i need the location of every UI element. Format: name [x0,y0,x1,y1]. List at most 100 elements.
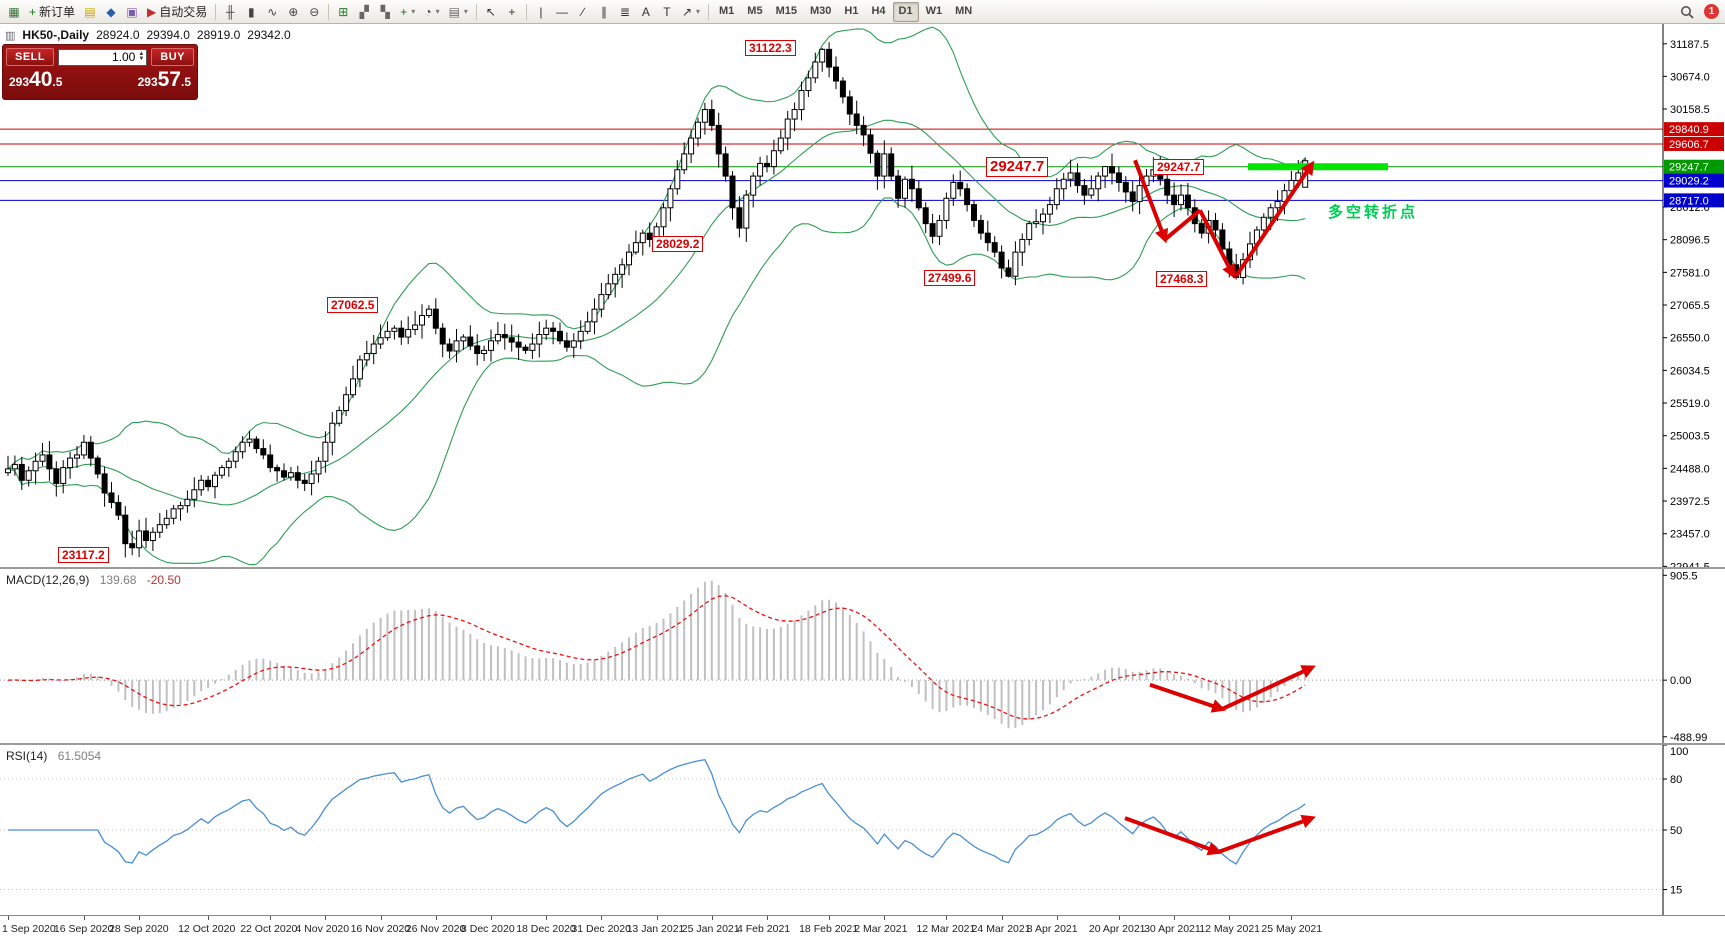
svg-text:29606.7: 29606.7 [1669,139,1709,151]
time-tick [325,916,327,920]
time-axis-label: 8 Dec 2020 [461,923,515,935]
text-button[interactable]: A [636,2,656,22]
time-axis-label: 25 May 2021 [1261,923,1323,935]
cascade-windows-button[interactable]: ▚ [375,2,395,22]
sell-price[interactable]: 29340.5 [9,68,62,92]
price-tag: 29247.7 [1664,159,1724,174]
channel-icon: ∥ [600,4,607,19]
svg-text:29840.9: 29840.9 [1669,124,1709,136]
ohlc-low: 28919.0 [196,28,241,42]
time-tick [546,916,548,920]
time-tick [1291,916,1293,920]
navigator-button[interactable]: ◆ [101,2,121,22]
vertical-line-icon: | [539,4,543,19]
time-axis-label: 12 Oct 2020 [178,923,236,935]
vertical-line-button[interactable]: | [531,2,551,22]
notification-badge[interactable]: 1 [1704,4,1719,19]
macd-axis-label: 905.5 [1670,570,1698,582]
time-tick [884,916,886,920]
crosshair-button[interactable]: + [502,2,522,22]
buy-button[interactable]: BUY [151,48,194,66]
autotrading-button[interactable]: ▶ 自动交易 [143,2,211,22]
y-axis-label: 22941.5 [1670,561,1710,569]
time-axis-label: 16 Sep 2020 [53,923,114,935]
new-order-button[interactable]: + 新订单 [25,2,79,22]
time-axis-label: 30 Apr 2021 [1144,923,1201,935]
text-label-button[interactable]: T [657,2,677,22]
market-watch-icon: ▤ [84,4,96,19]
panel-splitter[interactable] [0,567,1725,569]
time-tick [711,916,713,920]
trendline-button[interactable]: ∕ [573,2,593,22]
macd-signal-line [7,595,1306,720]
sell-button[interactable]: SELL [6,48,55,66]
timeframe-d1-button[interactable]: D1 [892,1,919,22]
timeframe-m5-button[interactable]: M5 [747,5,763,17]
bar-chart-icon: ╫ [226,4,235,19]
indicators-button[interactable]: + ▾ [396,2,419,22]
y-axis-label: 26034.5 [1670,365,1710,377]
toolbar-separator [328,3,330,20]
horizontal-line-button[interactable]: — [552,2,572,22]
horizontal-price-lines[interactable] [0,128,1663,201]
price-digits: 40 [29,68,53,91]
price-tag: 28717.0 [1664,193,1724,208]
zoom-out-icon: ⊖ [309,4,320,19]
tile-windows-button[interactable]: ⊞ [333,2,353,22]
volume-stepper-icon[interactable]: ▲ ▼ [138,51,145,62]
y-axis-label: 24488.0 [1670,463,1710,475]
zoom-in-button[interactable]: ⊕ [283,2,303,22]
toolbar-separator [708,3,710,20]
buy-price[interactable]: 29357.5 [138,68,191,92]
periods-button[interactable]: ◔ ▾ [420,2,443,22]
time-axis[interactable]: 1 Sep 2020 16 Sep 2020 28 Sep 2020 12 Oct 2… [0,915,1725,949]
cursor-button[interactable]: ↖ [481,2,501,22]
arrows-tool-button[interactable]: ↗ ▾ [678,2,704,22]
candlestick-chart-icon: ▮ [247,4,255,19]
market-watch-button[interactable]: ▤ [80,2,100,22]
chart-area[interactable]: 31187.5 30674.0 30158.5 28612.0 28096.5 27581… [0,24,1725,949]
timeframe-m30-button[interactable]: M30 [809,5,832,17]
chart-mini-icon: ▥ [5,29,16,42]
templates-button[interactable]: ▤ ▾ [445,2,472,22]
symbol-name: HK50-,Daily [22,28,90,42]
new-order-icon: + [29,4,37,19]
timeframe-w1-button[interactable]: W1 [925,5,943,17]
toolbar-separator [525,3,527,20]
timeframe-h1-button[interactable]: H1 [844,5,859,17]
time-tick [601,916,603,920]
macd-indicator-panel[interactable]: 905.5 0.00 -488.99 [0,569,1725,745]
time-tick [435,916,437,920]
rsi-axis-label: 50 [1670,825,1682,837]
price-tag: 29606.7 [1664,136,1724,151]
y-axis-label: 30158.5 [1670,104,1710,116]
time-tick [1056,916,1058,920]
svg-text:29247.7: 29247.7 [1669,162,1709,174]
zoom-out-button[interactable]: ⊖ [304,2,324,22]
timeframe-h4-button[interactable]: H4 [871,5,886,17]
y-axis-label: 23972.5 [1670,496,1710,508]
candlestick-chart-button[interactable]: ▮ [241,2,261,22]
search-button[interactable] [1676,2,1698,22]
price-tag: 29840.9 [1664,122,1724,137]
fibonacci-button[interactable]: ≣ [615,2,635,22]
navigator-icon: ◆ [106,4,116,19]
line-chart-button[interactable]: ∿ [262,2,282,22]
timeframe-m15-button[interactable]: M15 [775,5,797,17]
panel-splitter[interactable] [0,743,1725,745]
bar-chart-button[interactable]: ╫ [220,2,240,22]
volume-input[interactable]: 1.00 ▲ ▼ [58,48,148,66]
main-price-chart[interactable]: 31187.530674.030158.528612.028096.527581… [0,24,1725,569]
rsi-indicator-panel[interactable]: 100 80 50 15 [0,745,1725,915]
channel-button[interactable]: ∥ [594,2,614,22]
timeframe-mn-button[interactable]: MN [955,5,973,17]
timeframe-m1-button[interactable]: M1 [719,5,735,17]
autotrading-icon: ▶ [147,4,157,19]
main-toolbar: ▦ + 新订单 ▤ ◆ ▣ ▶ 自动交易 ╫ ▮ ∿ ⊕ ⊖ ⊞ ▞ ▚ + ▾ ◔ ▾ ▤ ▾ ↖ + | — ∕ ∥ ≣ A T ↗ ▾ M1… [0,0,1725,24]
time-axis-label: 12 Mar 2021 [916,923,976,935]
new-chart-button[interactable]: ▦ [4,2,24,22]
new-order-button-label: 新订单 [39,4,76,19]
arrange-windows-button[interactable]: ▞ [354,2,374,22]
terminal-button[interactable]: ▣ [122,2,142,22]
dropdown-arrow-icon: ▾ [435,6,440,16]
